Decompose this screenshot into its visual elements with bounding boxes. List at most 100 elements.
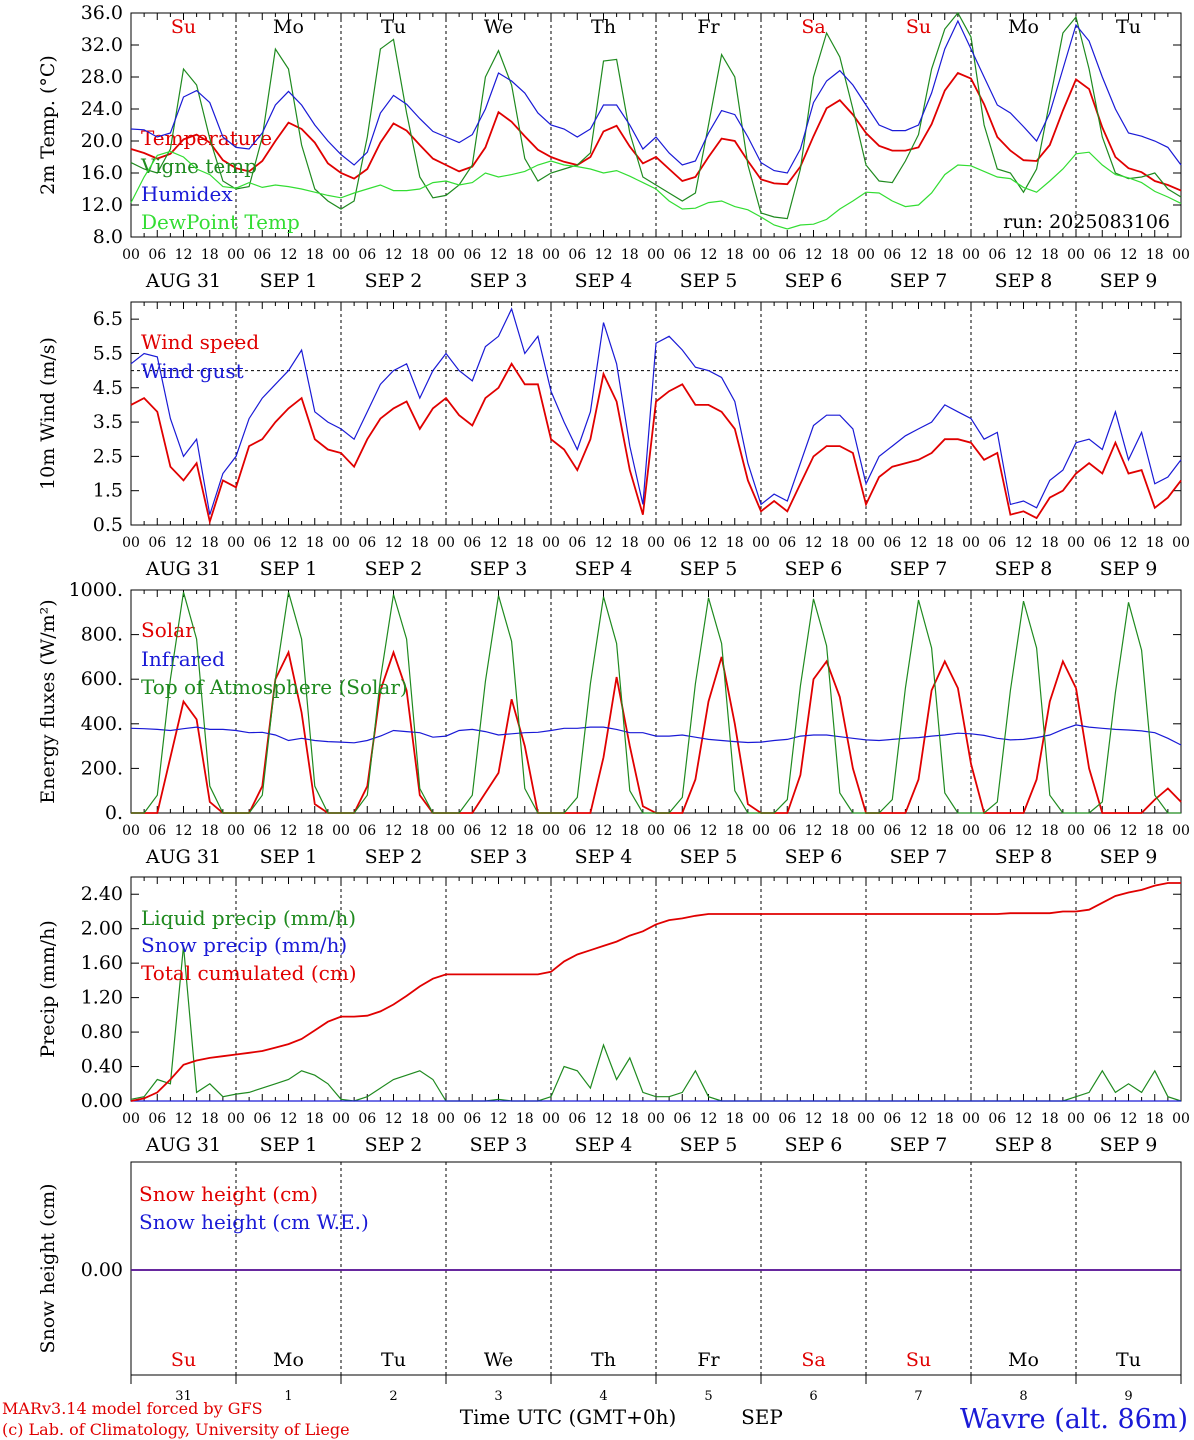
y-tick-label: 2.5 [93,445,123,467]
hour-label: 18 [621,535,639,551]
hour-label: 00 [962,247,980,263]
hour-label: 12 [175,535,193,551]
hour-label: 00 [332,1111,350,1127]
day-label: SEP 4 [575,846,633,868]
hour-label: 18 [411,823,429,839]
hour-label: 06 [1093,823,1111,839]
weekday-label: We [484,1349,513,1371]
hour-label: 06 [253,1111,271,1127]
hour-label: 06 [673,1111,691,1127]
hour-label: 06 [883,247,901,263]
legend-entry: Liquid precip (mm/h) [141,906,356,930]
hour-label: 00 [962,1111,980,1127]
weekday-label: Fr [697,1349,720,1371]
y-tick-label: 36.0 [81,2,123,24]
hour-label: 00 [752,823,770,839]
hour-label: 00 [752,1111,770,1127]
hour-label: 18 [621,1111,639,1127]
hour-label: 12 [1120,823,1138,839]
day-label: SEP 6 [785,846,843,868]
hour-label: 00 [227,823,245,839]
y-tick-label: 0.00 [81,1090,123,1112]
day-number: 31 [175,1389,192,1404]
hour-label: 00 [647,247,665,263]
weekday-label: Su [906,1349,931,1371]
hour-label: 12 [805,535,823,551]
weekday-label: Su [171,16,196,38]
day-label: SEP 6 [785,1134,843,1156]
legend-entry: Snow height (cm) [139,1182,318,1206]
y-tick-label: 24.0 [81,98,123,120]
hour-label: 00 [962,535,980,551]
hour-label: 18 [831,535,849,551]
hour-label: 06 [148,247,166,263]
hour-label: 06 [778,247,796,263]
series-line-infrared [130,724,1182,746]
day-label: SEP 4 [575,558,633,580]
y-tick-label: 0. [105,802,123,824]
day-label: SEP 6 [785,270,843,292]
weekday-label: Tu [1116,1349,1141,1371]
hour-label: 18 [411,247,429,263]
weekday-label: Sa [801,16,825,38]
hour-label: 00 [1067,823,1085,839]
hour-label: 06 [463,535,481,551]
hour-label: 00 [1172,535,1190,551]
hour-label: 18 [201,535,219,551]
hour-label: 00 [122,535,140,551]
day-label: SEP 8 [995,846,1053,868]
day-label: AUG 31 [145,270,221,292]
hour-label: 00 [647,1111,665,1127]
hour-label: 00 [437,823,455,839]
hour-label: 12 [910,247,928,263]
day-label: AUG 31 [145,1134,221,1156]
hour-label: 12 [595,1111,613,1127]
y-tick-label: 12.0 [81,194,123,216]
hour-label: 00 [1067,1111,1085,1127]
hour-label: 18 [1146,247,1164,263]
y-tick-label: 1.5 [93,480,123,502]
hour-label: 12 [910,823,928,839]
day-label: SEP 2 [365,270,423,292]
hour-label: 18 [621,823,639,839]
series-line-wind-speed [130,362,1182,526]
hour-label: 12 [385,823,403,839]
hour-label: 00 [1067,247,1085,263]
y-tick-label: 2.40 [81,883,123,905]
y-tick-label: 0.00 [81,1259,123,1281]
y-axis-label: Snow height (cm) [37,1183,59,1353]
hour-label: 12 [595,247,613,263]
hour-label: 06 [463,1111,481,1127]
hour-label: 18 [516,247,534,263]
hour-label: 12 [490,247,508,263]
hour-label: 12 [595,535,613,551]
hour-label: 18 [1041,823,1059,839]
hour-label: 00 [542,823,560,839]
legend-entry: Snow precip (mm/h) [141,933,347,957]
model-credit: MARv3.14 model forced by GFS [2,1399,263,1418]
station-name: Wavre (alt. 86m) [960,1404,1188,1435]
day-label: SEP 7 [890,846,948,868]
day-label: SEP 8 [995,270,1053,292]
day-label: SEP 3 [470,270,528,292]
day-label: SEP 2 [365,558,423,580]
x-axis-title: Time UTC (GMT+0h) [460,1405,677,1429]
day-label: SEP 9 [1100,1134,1158,1156]
day-label: SEP 3 [470,1134,528,1156]
hour-label: 00 [542,535,560,551]
plot-frame [130,589,1182,814]
hour-label: 18 [306,1111,324,1127]
hour-label: 06 [778,823,796,839]
hour-label: 18 [306,823,324,839]
day-label: SEP 9 [1100,846,1158,868]
day-number: 9 [1124,1389,1132,1404]
day-number: 6 [809,1389,817,1404]
day-number: 4 [599,1389,607,1404]
hour-label: 06 [358,535,376,551]
hour-label: 18 [306,535,324,551]
hour-label: 06 [253,823,271,839]
hour-label: 18 [726,823,744,839]
day-label: AUG 31 [145,846,221,868]
hour-label: 12 [805,823,823,839]
